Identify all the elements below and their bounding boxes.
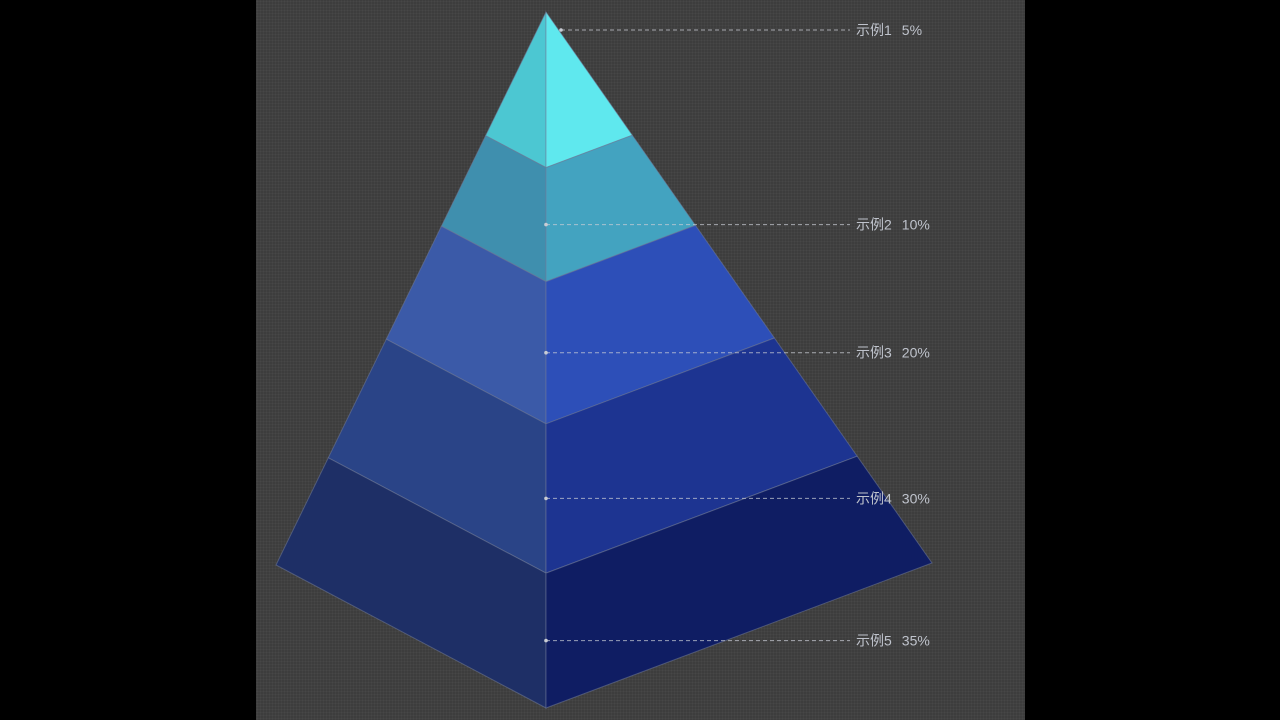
data-label-1-name: 示例1 [856, 22, 892, 38]
data-label-1-value: 5% [902, 22, 922, 38]
data-label-2: 示例2 10% [856, 217, 930, 233]
data-label-2-name: 示例2 [856, 217, 892, 233]
data-label-2-value: 10% [902, 217, 930, 233]
data-label-5-value: 35% [902, 633, 930, 649]
data-label-4-name: 示例4 [856, 490, 892, 506]
leader-lines [544, 28, 850, 643]
data-label-5-name: 示例5 [856, 633, 892, 649]
data-label-4-value: 30% [902, 490, 930, 506]
data-label-4: 示例4 30% [856, 490, 930, 506]
data-label-3-value: 20% [902, 345, 930, 361]
pyramid-chart: 示例1 5% 示例2 10% 示例3 20% 示例4 30% 示例5 35% [275, 10, 933, 709]
data-label-1: 示例1 5% [856, 22, 922, 38]
chart-panel: 示例1 5% 示例2 10% 示例3 20% 示例4 30% 示例5 35% [256, 0, 1025, 720]
pyramid-layer-5-right-face [545, 455, 933, 709]
data-label-3-name: 示例3 [856, 345, 892, 361]
data-label-3: 示例3 20% [856, 345, 930, 361]
data-labels: 示例1 5% 示例2 10% 示例3 20% 示例4 30% 示例5 35% [856, 22, 930, 649]
data-label-5: 示例5 35% [856, 633, 930, 649]
pyramid-faces [275, 10, 933, 709]
